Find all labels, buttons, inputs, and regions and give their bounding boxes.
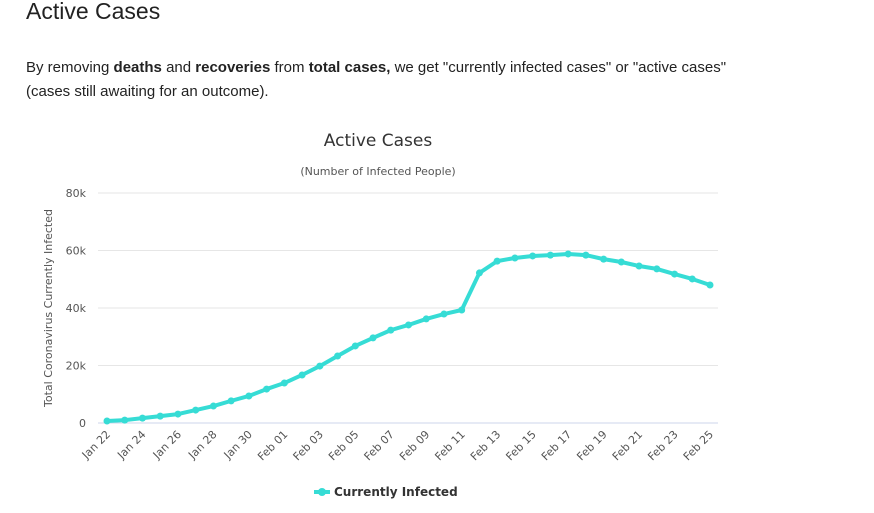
data-point <box>529 252 537 260</box>
x-tick-label: Feb 23 <box>645 428 680 463</box>
data-point <box>227 397 235 405</box>
intro-paragraph: By removing deaths and recoveries from t… <box>26 56 738 104</box>
data-point <box>600 255 608 263</box>
x-tick-label: Feb 15 <box>503 428 538 463</box>
x-tick-label: Feb 03 <box>291 428 326 463</box>
x-tick-label: Feb 11 <box>432 428 467 463</box>
intro-text: total cases, <box>308 59 391 76</box>
data-point <box>458 306 466 314</box>
data-point <box>546 251 554 259</box>
x-tick-label: Jan 28 <box>185 428 219 462</box>
data-point <box>121 416 129 424</box>
chart-title: Active Cases <box>324 131 433 151</box>
data-point <box>440 310 448 318</box>
legend-dot <box>318 488 326 496</box>
chart-subtitle: (Number of Infected People) <box>300 165 455 178</box>
data-point <box>280 379 288 387</box>
intro-text: and <box>161 59 196 76</box>
intro-text: we get "currently infected cases" or "ac… <box>26 59 727 100</box>
data-point <box>316 362 324 370</box>
data-point <box>387 326 395 334</box>
data-point <box>138 414 146 422</box>
data-point <box>564 250 572 258</box>
data-point <box>493 257 501 265</box>
x-tick-label: Jan 22 <box>79 428 113 462</box>
data-point <box>298 371 306 379</box>
data-point <box>617 258 625 266</box>
data-point <box>422 315 430 323</box>
data-point <box>706 281 714 289</box>
heading: Active Cases <box>26 0 161 24</box>
data-point <box>209 402 217 410</box>
x-tick-label: Feb 25 <box>681 428 716 463</box>
data-point <box>263 385 271 393</box>
y-tick-label: 60k <box>66 245 87 258</box>
data-point <box>671 270 679 278</box>
x-tick-label: Jan 26 <box>150 428 184 462</box>
data-point <box>334 352 342 360</box>
intro-text: By removing <box>26 59 114 76</box>
y-tick-label: 20k <box>66 360 87 373</box>
data-point <box>635 262 643 270</box>
data-point <box>192 406 200 414</box>
x-tick-label: Feb 09 <box>397 428 432 463</box>
x-tick-label: Feb 17 <box>539 428 574 463</box>
data-point <box>351 342 359 350</box>
data-point <box>174 410 182 418</box>
data-point <box>475 269 483 277</box>
y-tick-label: 40k <box>66 302 87 315</box>
intro-text: recoveries <box>195 59 271 76</box>
x-tick-label: Feb 07 <box>362 428 397 463</box>
data-point <box>582 251 590 259</box>
legend-label: Currently Infected <box>334 485 458 499</box>
data-point <box>369 334 377 342</box>
data-line <box>106 251 711 423</box>
data-point <box>511 254 519 262</box>
x-tick-label: Jan 30 <box>221 428 255 462</box>
x-tick-label: Jan 24 <box>114 428 148 462</box>
x-tick-label: Feb 13 <box>468 428 503 463</box>
intro-text: from <box>270 59 309 76</box>
data-point <box>653 265 661 273</box>
data-point <box>688 275 696 283</box>
y-tick-label: 0 <box>79 417 86 430</box>
data-point <box>156 412 164 420</box>
x-tick-label: Feb 21 <box>610 428 645 463</box>
data-point <box>103 417 111 425</box>
x-tick-label: Feb 01 <box>255 428 290 463</box>
intro-text: deaths <box>113 59 162 76</box>
x-tick-label: Feb 19 <box>574 428 609 463</box>
data-point <box>245 392 253 400</box>
y-tick-label: 80k <box>66 187 87 200</box>
x-tick-label: Feb 05 <box>326 428 361 463</box>
data-point <box>405 321 412 329</box>
y-axis-label: Total Coronavirus Currently Infected <box>42 209 55 408</box>
